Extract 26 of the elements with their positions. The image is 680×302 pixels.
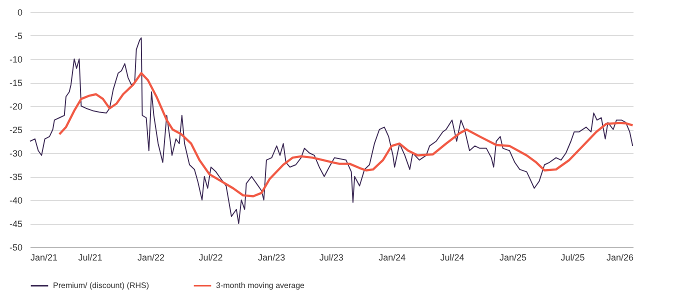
x-tick-label: Jan/26: [606, 252, 634, 262]
x-tick-label: Jul/21: [78, 252, 102, 262]
x-tick-label: Jan/24: [378, 252, 406, 262]
y-tick-label: -10: [9, 54, 22, 64]
x-tick-label: Jan/22: [138, 252, 165, 262]
y-tick-label: -20: [9, 102, 22, 112]
y-tick-label: -15: [9, 78, 22, 88]
y-tick-label: -25: [9, 125, 22, 135]
y-tick-label: -45: [9, 219, 22, 229]
y-tick-label: -40: [9, 196, 22, 206]
legend-label: Premium/ (discount) (RHS): [53, 280, 150, 290]
x-tick-label: Jan/25: [499, 252, 526, 262]
x-tick-label: Jul/23: [319, 252, 344, 262]
y-tick-label: -30: [9, 148, 22, 158]
y-tick-label: -35: [9, 172, 22, 182]
line-series: [58, 72, 634, 198]
y-tick-label: -50: [9, 242, 22, 252]
x-tick-label: Jul/24: [440, 252, 464, 262]
x-tick-label: Jan/23: [258, 252, 286, 262]
x-tick-label: Jul/25: [560, 252, 585, 262]
y-tick-label: 0: [17, 8, 22, 18]
y-tick-label: -5: [14, 31, 22, 41]
legend-label: 3-month moving average: [216, 280, 306, 290]
line-series: [30, 37, 634, 224]
x-tick-label: Jul/22: [198, 252, 223, 262]
x-tick-label: Jan/21: [30, 252, 58, 262]
